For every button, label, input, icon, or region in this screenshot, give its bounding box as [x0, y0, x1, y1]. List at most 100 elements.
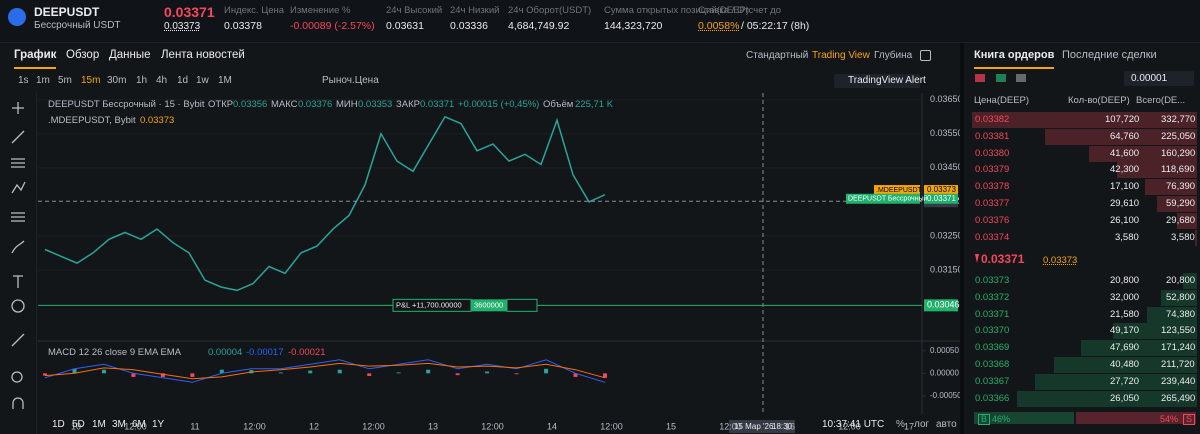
coin-logo — [8, 8, 26, 26]
interval-button[interactable]: 1m — [36, 75, 50, 86]
tab[interactable]: Обзор — [66, 49, 100, 61]
macd-reading: 0.00004 — [208, 347, 243, 358]
macd-histogram — [396, 372, 401, 374]
step-value[interactable]: 0.00001 — [1131, 73, 1168, 84]
ob-price: 0.03380 — [975, 147, 1010, 159]
ob-price: 0.03381 — [975, 130, 1010, 142]
macd-histogram — [573, 373, 578, 377]
macd-histogram — [426, 369, 431, 374]
price-line — [44, 115, 606, 292]
position-price: 0.03046 — [927, 300, 960, 310]
axis-mode[interactable]: % — [896, 419, 905, 430]
depth-bar — [1088, 145, 1197, 162]
depth-bar — [1081, 340, 1197, 357]
range-button[interactable]: 1D — [52, 419, 65, 430]
view-toggle[interactable]: Стандартный — [746, 50, 809, 61]
ohlc-label: МАКС — [271, 99, 298, 110]
range-button[interactable]: 6M — [132, 419, 146, 430]
ob-total: 211,720 — [1161, 359, 1195, 370]
interval-button[interactable]: 1M — [218, 75, 232, 86]
range-button[interactable]: 3M — [112, 419, 126, 430]
interval-button[interactable]: 1d — [177, 75, 189, 86]
axis-mode[interactable]: лог — [914, 419, 930, 430]
x-tick-label: 13 — [428, 421, 438, 431]
interval-button[interactable]: 30m — [107, 75, 127, 86]
macd-tick-label: -0.00050 — [930, 391, 960, 400]
macd-tick-label: 0.00000 — [930, 368, 959, 377]
ob-price: 0.03376 — [975, 214, 1010, 226]
range-button[interactable]: 1M — [92, 419, 106, 430]
range-button[interactable]: 5D — [72, 419, 85, 430]
funding-rate: 0.0058% — [698, 20, 740, 32]
stat-value: 4,684,749.92 — [508, 20, 570, 32]
ob-tab[interactable]: Последние сделки — [1062, 49, 1157, 61]
macd-histogram — [160, 373, 165, 377]
ob-tab[interactable]: Книга ордеров — [974, 50, 1055, 69]
ob-total: 225,050 — [1161, 130, 1196, 142]
view-toggle[interactable]: Trading View — [812, 50, 870, 61]
stat-value: 0.03631 — [386, 20, 424, 32]
x-tick-label: 12:00 — [124, 421, 147, 431]
interval-button[interactable]: 1w — [196, 75, 209, 86]
interval-button[interactable]: 15m — [81, 75, 101, 86]
macd-histogram — [278, 372, 283, 374]
sell-tag: S — [1183, 414, 1196, 425]
ob-qty: 64,760 — [1110, 130, 1140, 142]
axis-mode[interactable]: авто — [936, 419, 957, 430]
ob-price: 0.03373 — [975, 275, 1010, 286]
interval-button[interactable]: 1h — [136, 75, 148, 86]
ohlc-label: ЗАКР — [396, 99, 420, 110]
y-tick-label: 0.03150 — [930, 264, 960, 274]
ob-qty: 32,000 — [1110, 291, 1140, 303]
tab[interactable]: Данные — [109, 49, 151, 61]
tab[interactable]: Лента новостей — [161, 49, 245, 61]
legend-symbol: DEEPUSDT Бессрочный · 15 · Bybit — [48, 99, 205, 110]
ob-view-icon — [1016, 74, 1026, 82]
sell-share-bar — [1076, 412, 1196, 424]
interval-button[interactable]: 5m — [58, 75, 72, 86]
price-type[interactable]: Рыноч.Цена — [322, 75, 379, 86]
x-tick-label: 12:00 — [243, 421, 266, 431]
macd-histogram — [43, 373, 47, 376]
y-tick-label: 0.03450 — [930, 162, 960, 172]
position-price-box — [924, 299, 958, 312]
ob-total: 118,690 — [1161, 164, 1195, 176]
depth-bar — [1145, 179, 1197, 196]
ohlc-change: +0.00015 (+0,45%) — [458, 99, 540, 110]
close-box — [506, 298, 538, 312]
ob-total: 3,580 — [1171, 231, 1195, 243]
y-tick-label: 0.03250 — [930, 230, 960, 240]
price-tag-name-box — [874, 185, 920, 196]
depth-bar — [1156, 196, 1197, 212]
ob-qty: 49,170 — [1110, 325, 1140, 337]
ob-price: 0.03372 — [975, 291, 1010, 303]
ob-total: 239,440 — [1161, 375, 1196, 387]
step-select — [1124, 71, 1194, 86]
ob-qty: 3,580 — [1115, 231, 1139, 243]
ob-price: 0.03378 — [975, 181, 1010, 193]
depth-bar — [1113, 323, 1197, 340]
funding-countdown: / 05:22:17 (8h) — [741, 20, 810, 32]
chart-panel — [0, 43, 960, 434]
toolbar-icons — [11, 102, 26, 409]
view-toggle[interactable]: Глубина — [874, 50, 913, 61]
interval-button[interactable]: 1s — [18, 75, 29, 86]
range-button[interactable]: 1Y — [152, 419, 165, 430]
crosshair-date: 15 Мар '26 — [734, 422, 774, 431]
depth-bar — [1053, 357, 1197, 373]
price-tag-box — [924, 193, 958, 204]
down-arrow — [975, 254, 979, 263]
depth-bar — [972, 112, 1197, 128]
interval-button[interactable]: 4h — [156, 75, 168, 86]
ob-price: 0.03379 — [975, 164, 1010, 176]
tab[interactable]: График — [14, 49, 57, 69]
alert-button[interactable]: TradingView Alert — [848, 75, 926, 86]
mark-price: 0.03373 — [164, 21, 201, 32]
buy-share-bar — [974, 412, 1074, 424]
x-tick-label: 16 — [785, 421, 795, 431]
macd-title: MACD 12 26 close 9 EMA EMA — [48, 347, 182, 358]
macd-histogram — [337, 369, 342, 374]
ob-qty: 27,720 — [1110, 375, 1140, 387]
ob-total: 332,770 — [1161, 114, 1196, 125]
x-tick-label: 12:00 — [481, 421, 504, 431]
